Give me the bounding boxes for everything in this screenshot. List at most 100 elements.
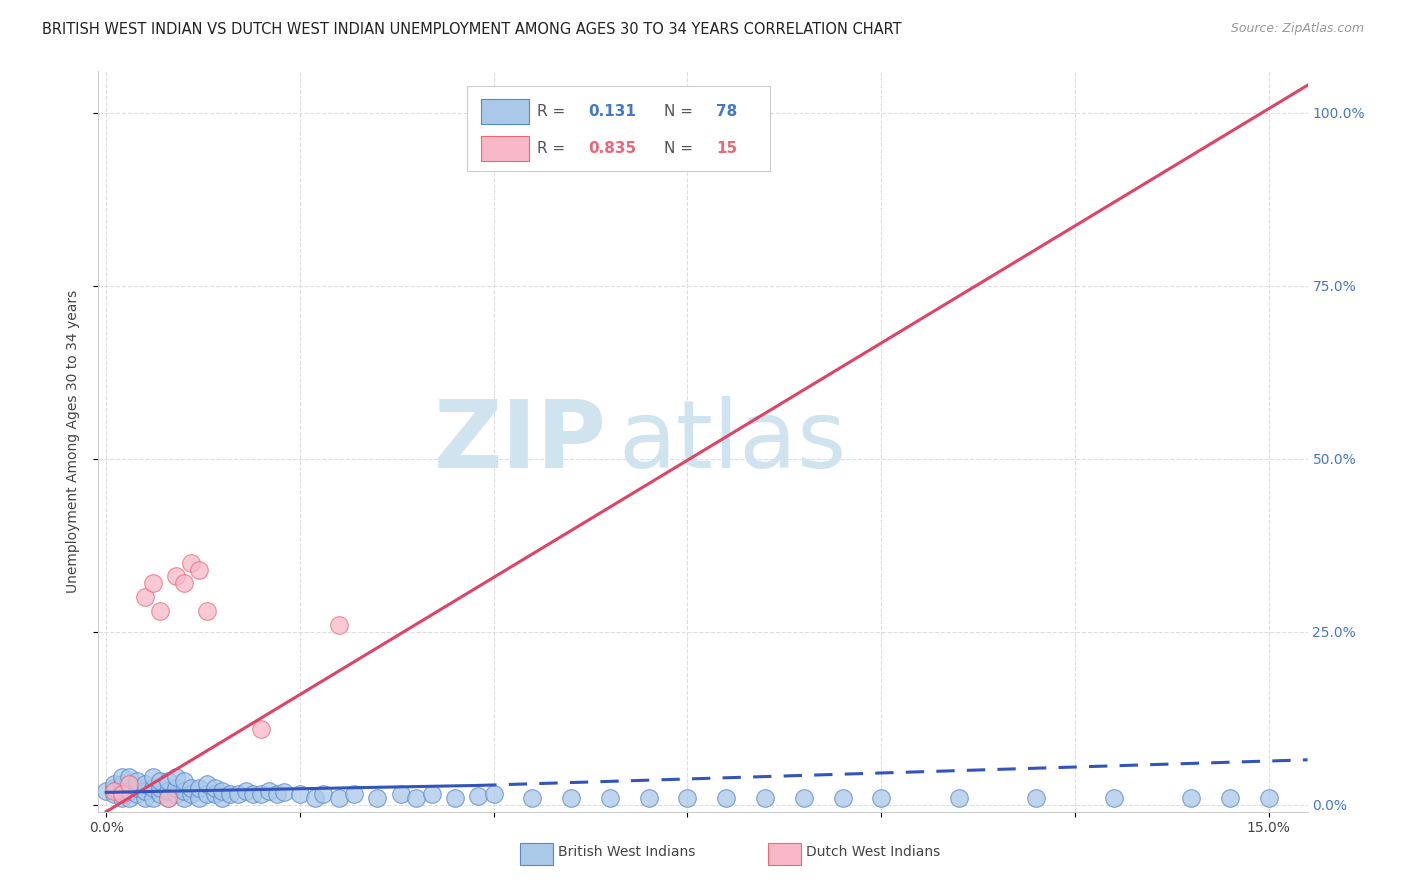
Point (188, 780, 211, 795)
Point (180, 780, 202, 795)
Text: Source: ZipAtlas.com: Source: ZipAtlas.com (1230, 22, 1364, 36)
Point (149, 604, 172, 618)
FancyBboxPatch shape (481, 136, 529, 161)
Point (165, 788, 187, 802)
Point (211, 790, 233, 805)
Point (1257, 790, 1279, 805)
Point (273, 785, 295, 799)
Point (226, 788, 249, 802)
Point (204, 780, 226, 795)
Text: N =: N = (664, 141, 699, 156)
Point (1102, 790, 1125, 805)
Point (157, 790, 180, 805)
Point (1025, 790, 1047, 805)
Point (157, 773, 180, 788)
Point (482, 788, 505, 802)
Point (103, 780, 125, 795)
Point (242, 788, 264, 802)
Point (266, 788, 288, 802)
Point (188, 563, 211, 577)
Point (522, 790, 544, 805)
Point (444, 790, 467, 805)
Point (467, 789, 489, 803)
Text: R =: R = (537, 104, 571, 120)
Text: N =: N = (664, 104, 699, 120)
Point (142, 780, 165, 795)
Point (111, 790, 134, 805)
Point (420, 788, 443, 802)
Point (173, 784, 195, 798)
Point (118, 777, 141, 791)
Point (195, 604, 218, 618)
Text: 0.835: 0.835 (588, 141, 637, 156)
Point (195, 788, 218, 802)
Point (142, 576, 165, 591)
Text: 15: 15 (716, 141, 737, 156)
Point (165, 780, 187, 795)
Point (366, 790, 388, 805)
Point (118, 784, 141, 798)
Text: 78: 78 (716, 104, 738, 120)
Text: British West Indians: British West Indians (558, 846, 696, 859)
Point (157, 784, 180, 798)
Point (165, 569, 187, 583)
Point (165, 770, 187, 784)
Point (1180, 790, 1202, 805)
Point (754, 790, 776, 805)
Point (111, 770, 134, 784)
Text: BRITISH WEST INDIAN VS DUTCH WEST INDIAN UNEMPLOYMENT AMONG AGES 30 TO 34 YEARS : BRITISH WEST INDIAN VS DUTCH WEST INDIAN… (42, 22, 901, 37)
Point (127, 773, 149, 788)
Point (312, 788, 335, 802)
Point (118, 790, 141, 805)
Point (560, 790, 582, 805)
Point (127, 780, 149, 795)
Point (250, 722, 273, 736)
Point (173, 576, 195, 591)
Point (235, 784, 257, 798)
FancyBboxPatch shape (520, 843, 553, 865)
Point (173, 773, 195, 788)
Point (793, 790, 815, 805)
Point (111, 788, 134, 802)
Point (134, 784, 156, 798)
Text: 0.131: 0.131 (588, 104, 636, 120)
Point (188, 790, 211, 805)
Point (288, 788, 311, 802)
Point (948, 790, 970, 805)
Point (142, 770, 165, 784)
Point (134, 591, 156, 605)
Point (637, 790, 659, 805)
Point (1219, 790, 1241, 805)
Point (149, 788, 172, 802)
Point (149, 780, 172, 795)
Point (173, 790, 195, 805)
Point (328, 790, 350, 805)
Point (134, 777, 156, 791)
Point (111, 777, 134, 791)
Point (831, 790, 853, 805)
Point (96, 784, 118, 798)
Point (142, 790, 165, 805)
Point (405, 790, 427, 805)
Point (219, 788, 242, 802)
Point (599, 790, 621, 805)
Point (389, 788, 412, 802)
Point (304, 790, 326, 805)
Point (716, 790, 738, 805)
Text: Dutch West Indians: Dutch West Indians (806, 846, 941, 859)
Point (111, 784, 134, 798)
Point (180, 556, 202, 570)
Point (195, 777, 218, 791)
Point (157, 790, 180, 805)
Text: R =: R = (537, 141, 571, 156)
Point (118, 770, 141, 784)
Point (257, 784, 280, 798)
Point (103, 777, 125, 791)
FancyBboxPatch shape (481, 99, 529, 124)
Point (700, 106, 723, 120)
Point (103, 788, 125, 802)
Point (250, 788, 273, 802)
Point (204, 788, 226, 802)
FancyBboxPatch shape (467, 87, 769, 171)
Y-axis label: Unemployment Among Ages 30 to 34 years: Unemployment Among Ages 30 to 34 years (66, 290, 80, 593)
